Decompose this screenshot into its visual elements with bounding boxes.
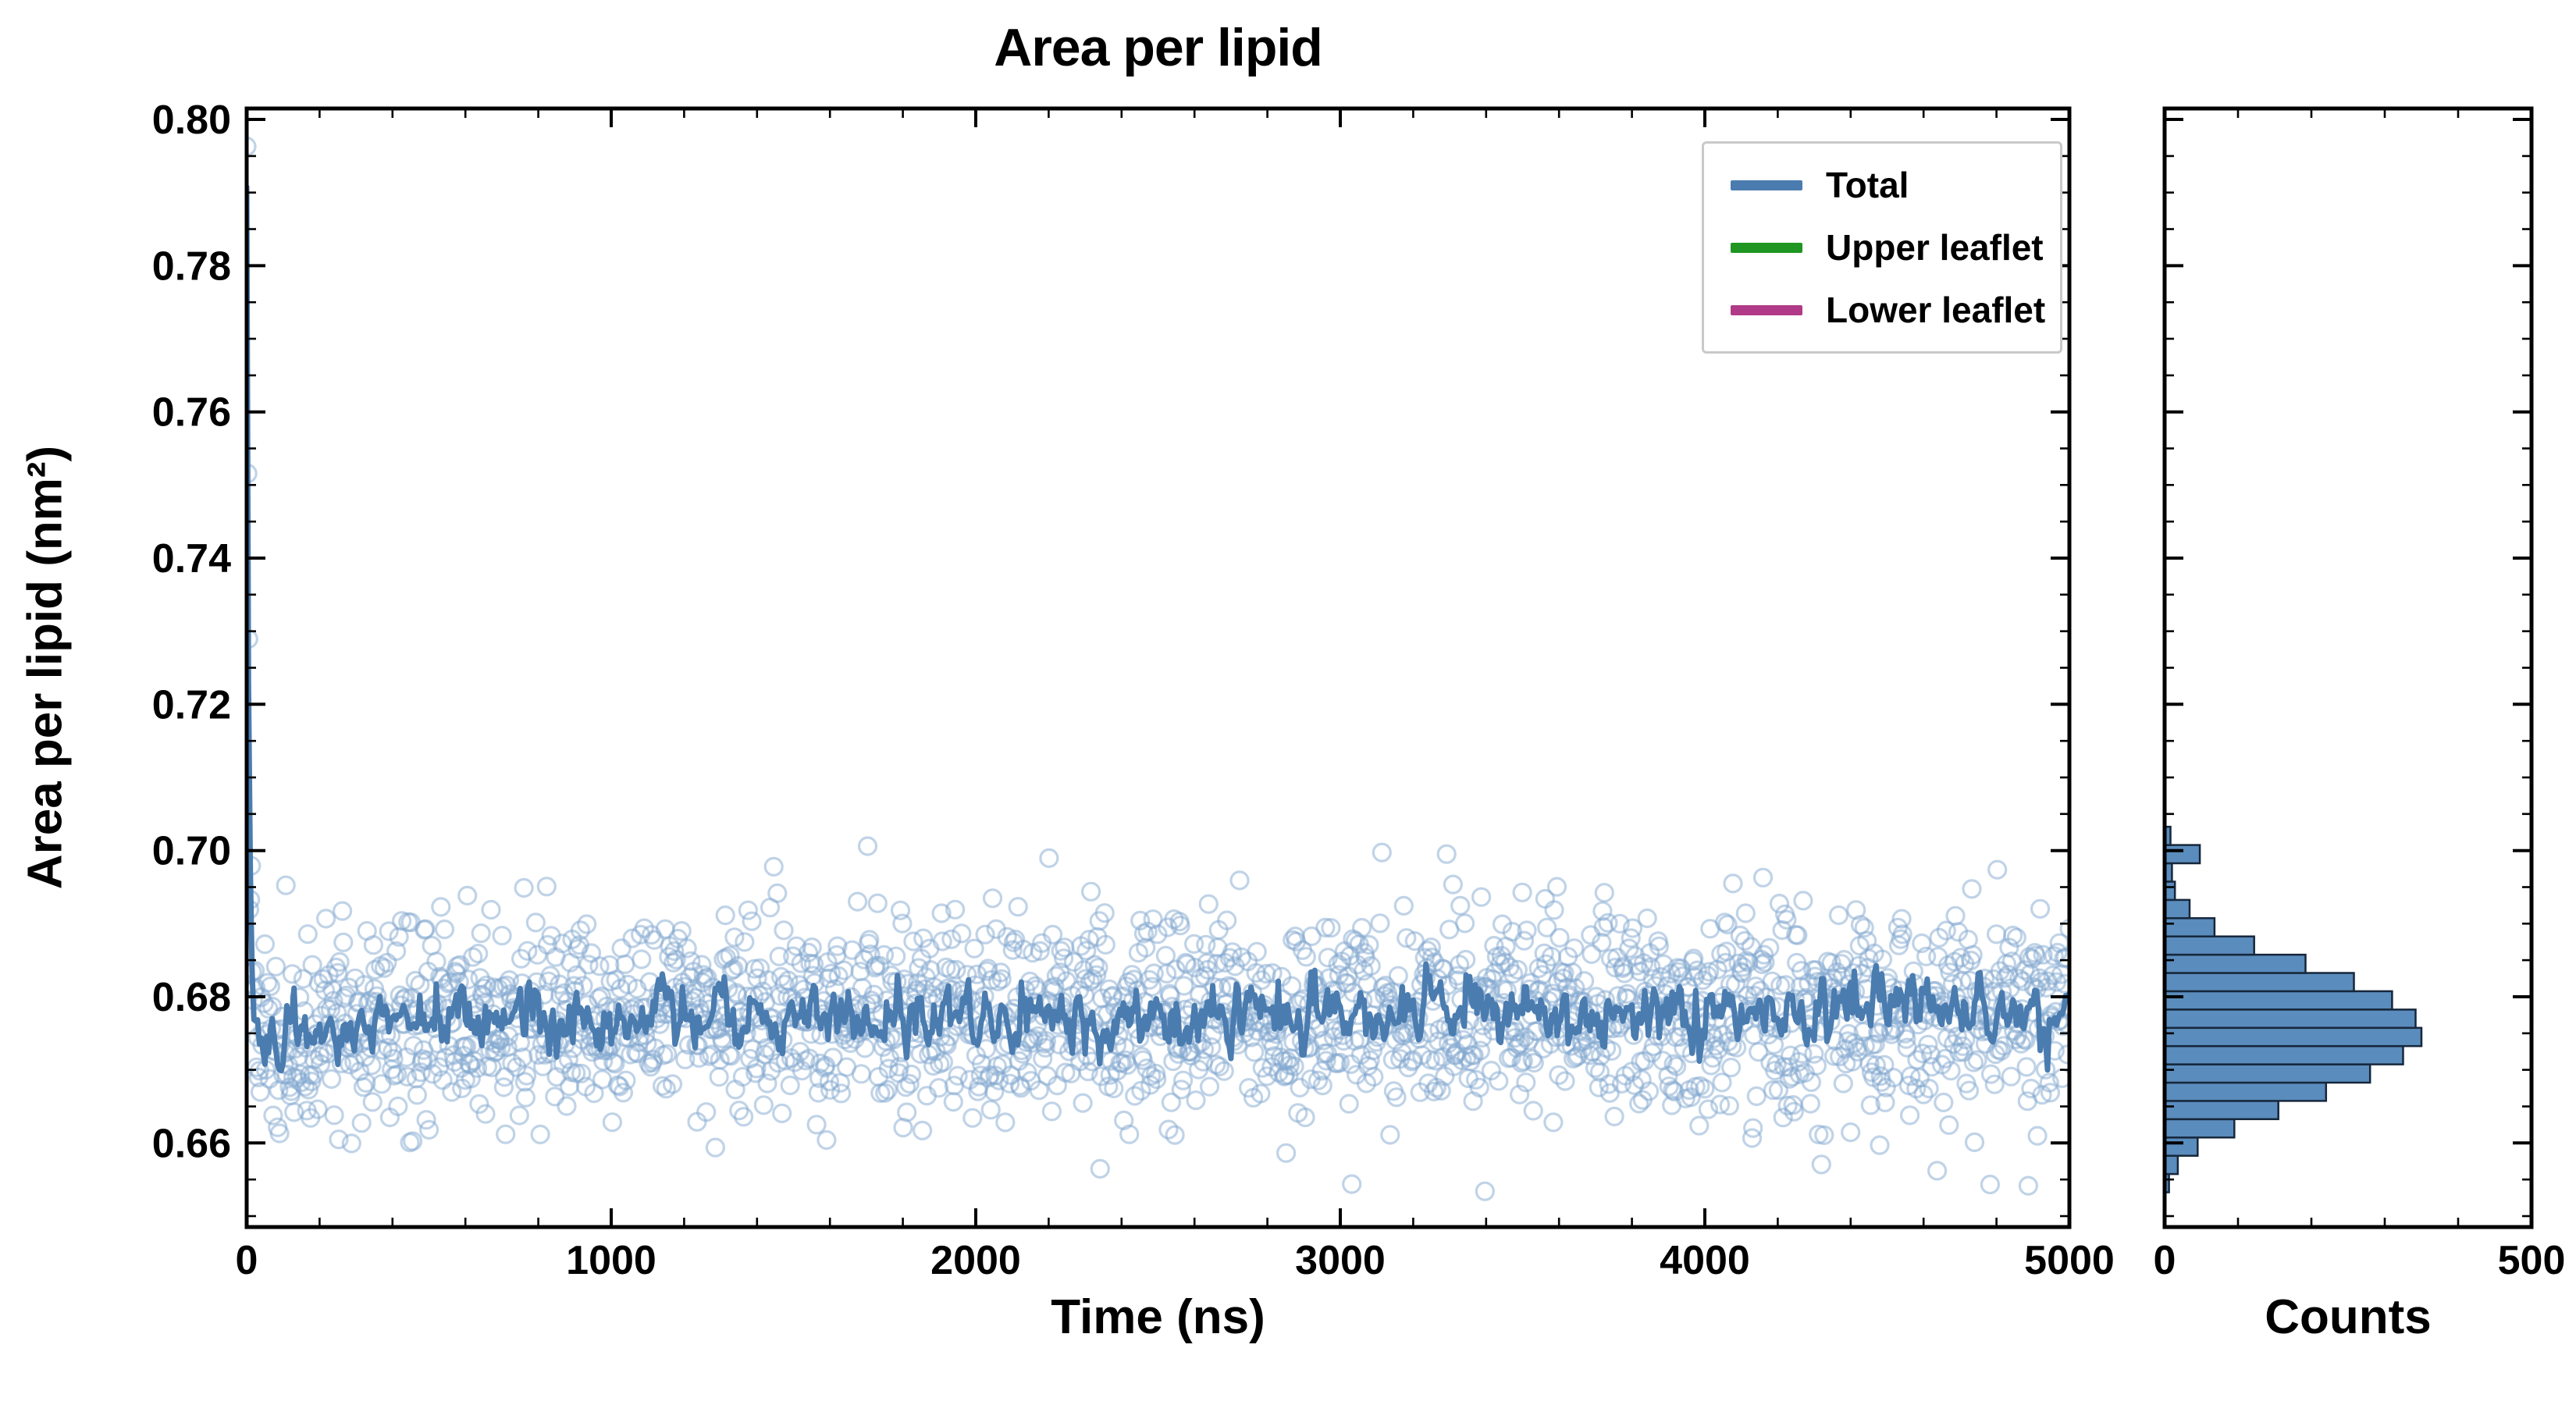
chart-title: Area per lipid bbox=[994, 18, 1323, 77]
histogram-bar bbox=[2163, 990, 2393, 1011]
legend-item-upper-leaflet: Upper leaflet bbox=[1731, 226, 2044, 269]
main-plot-y-tick-label: 0.70 bbox=[152, 829, 231, 874]
histogram-bar bbox=[2163, 1118, 2236, 1139]
histogram-axes: 0 500 bbox=[2154, 106, 2566, 1283]
histogram-bar bbox=[2163, 1081, 2328, 1102]
legend-color-swatch bbox=[1731, 242, 1802, 253]
histogram-x-tick-label: 0 bbox=[2154, 1238, 2176, 1283]
histogram-bar bbox=[2163, 1026, 2423, 1048]
hist-x-axis-label: Counts bbox=[2265, 1290, 2432, 1344]
histogram-bar bbox=[2163, 898, 2191, 919]
legend-item-total: Total bbox=[1731, 164, 2033, 206]
histogram-bar bbox=[2163, 1063, 2371, 1084]
histogram-bar bbox=[2163, 972, 2355, 993]
main-plot-x-tick-label: 1000 bbox=[566, 1238, 656, 1283]
x-axis-label: Time (ns) bbox=[1051, 1290, 1265, 1344]
histogram-bar bbox=[2163, 1100, 2279, 1121]
main-plot-y-tick-label: 0.76 bbox=[152, 390, 231, 436]
legend-item-lower-leaflet: Lower leaflet bbox=[1731, 289, 2045, 331]
histogram-bar bbox=[2163, 1008, 2417, 1030]
legend: Total Upper leaflet Lower leaflet bbox=[1702, 141, 2062, 354]
histogram-bar bbox=[2163, 1044, 2404, 1065]
main-plot-x-tick-label: 0 bbox=[236, 1238, 258, 1283]
histogram-bar bbox=[2163, 935, 2255, 956]
main-plot-x-tick-label: 4000 bbox=[1660, 1238, 1750, 1283]
legend-item-label: Lower leaflet bbox=[1826, 290, 2046, 330]
main-plot-y-tick-label: 0.72 bbox=[152, 682, 231, 727]
main-plot-y-tick-label: 0.68 bbox=[152, 975, 231, 1020]
histogram-bars bbox=[2163, 825, 2423, 1193]
mean-line-total bbox=[247, 184, 2069, 1073]
main-plot-y-tick-label: 0.66 bbox=[152, 1121, 231, 1166]
main-plot-y-tick-label: 0.74 bbox=[152, 536, 231, 582]
main-plot-x-tick-label: 3000 bbox=[1295, 1238, 1386, 1283]
histogram-x-tick-label: 500 bbox=[2498, 1238, 2566, 1283]
main-plot-y-tick-label: 0.78 bbox=[152, 244, 231, 289]
y-axis-label: Area per lipid (nm²) bbox=[18, 445, 73, 890]
legend-color-swatch bbox=[1731, 180, 1802, 190]
legend-item-label: Upper leaflet bbox=[1826, 227, 2044, 268]
histogram-bar bbox=[2163, 1154, 2179, 1176]
main-plot-x-tick-label: 2000 bbox=[930, 1238, 1021, 1283]
histogram-bar bbox=[2163, 844, 2201, 865]
histogram-bar bbox=[2163, 953, 2307, 974]
histogram-bar bbox=[2163, 917, 2216, 937]
main-plot-x-tick-label: 5000 bbox=[2024, 1238, 2115, 1283]
legend-item-label: Total bbox=[1826, 165, 1909, 205]
legend-color-swatch bbox=[1731, 304, 1802, 315]
histogram-bar bbox=[2163, 1136, 2199, 1157]
main-plot-y-tick-label: 0.80 bbox=[152, 98, 231, 143]
